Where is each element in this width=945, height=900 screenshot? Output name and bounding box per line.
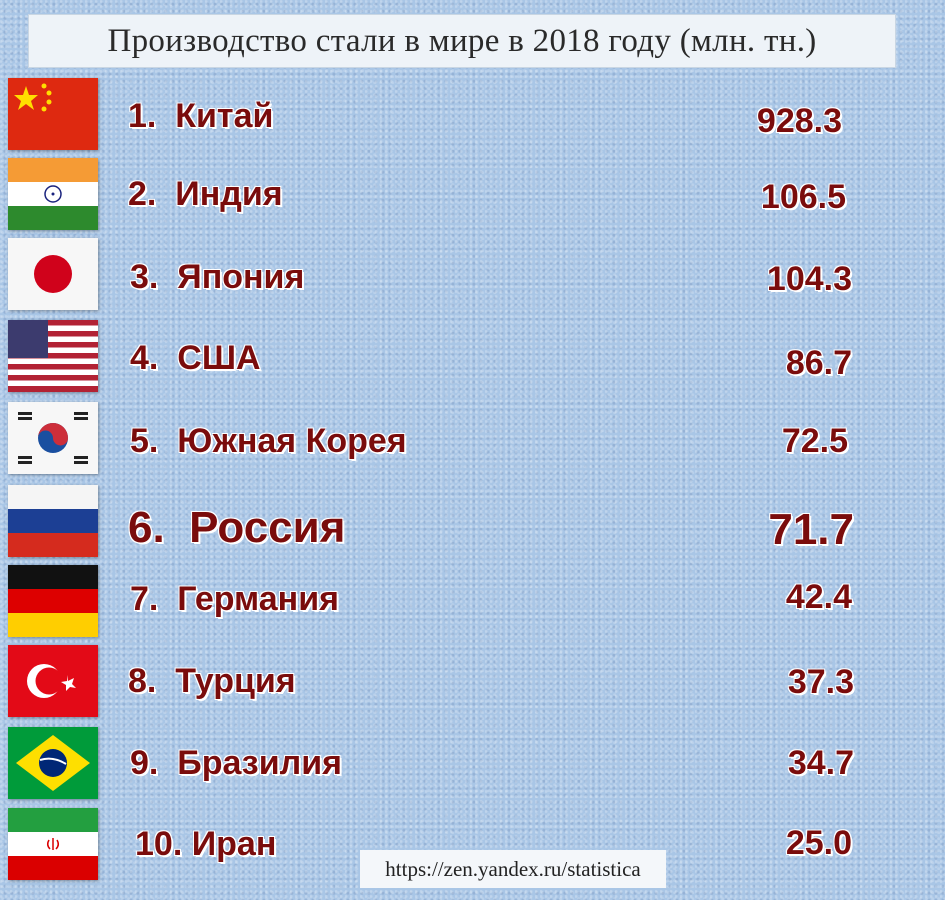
value-row-10: 25.0 <box>785 824 852 862</box>
china-flag-icon <box>8 78 98 150</box>
label-row-8: 8. Турция <box>128 662 296 700</box>
label-row-6: 6. Россия <box>128 503 346 552</box>
value-row-6: 71.7 <box>768 505 854 554</box>
label-row-7: 7. Германия <box>130 580 339 618</box>
value-row-2: 106.5 <box>760 178 846 216</box>
brazil-flag-icon <box>8 727 98 799</box>
value-row-3: 104.3 <box>766 260 852 298</box>
usa-flag-icon <box>8 320 98 392</box>
label-row-5: 5. Южная Корея <box>130 422 407 460</box>
source-link[interactable]: https://zen.yandex.ru/statistica <box>385 856 641 881</box>
value-row-7: 42.4 <box>785 578 852 616</box>
russia-flag-icon <box>8 485 98 557</box>
iran-flag-icon <box>8 808 98 880</box>
label-row-2: 2. Индия <box>128 175 283 213</box>
value-row-8: 37.3 <box>787 663 854 701</box>
south-korea-flag-icon <box>8 402 98 474</box>
chart-title: Производство стали в мире в 2018 году (м… <box>107 22 817 59</box>
value-row-5: 72.5 <box>781 422 848 460</box>
value-row-1: 928.3 <box>756 102 842 140</box>
japan-flag-icon <box>8 238 98 310</box>
label-row-3: 3. Япония <box>130 258 305 296</box>
germany-flag-icon <box>8 565 98 637</box>
value-row-9: 34.7 <box>787 744 854 782</box>
label-row-10: 10. Иран <box>135 825 277 863</box>
label-row-9: 9. Бразилия <box>130 744 342 782</box>
source-box: https://zen.yandex.ru/statistica <box>360 850 666 888</box>
label-row-1: 1. Китай <box>128 97 274 135</box>
title-box: Производство стали в мире в 2018 году (м… <box>28 14 896 68</box>
india-flag-icon <box>8 158 98 230</box>
value-row-4: 86.7 <box>785 344 852 382</box>
turkey-flag-icon <box>8 645 98 717</box>
label-row-4: 4. США <box>130 339 261 377</box>
